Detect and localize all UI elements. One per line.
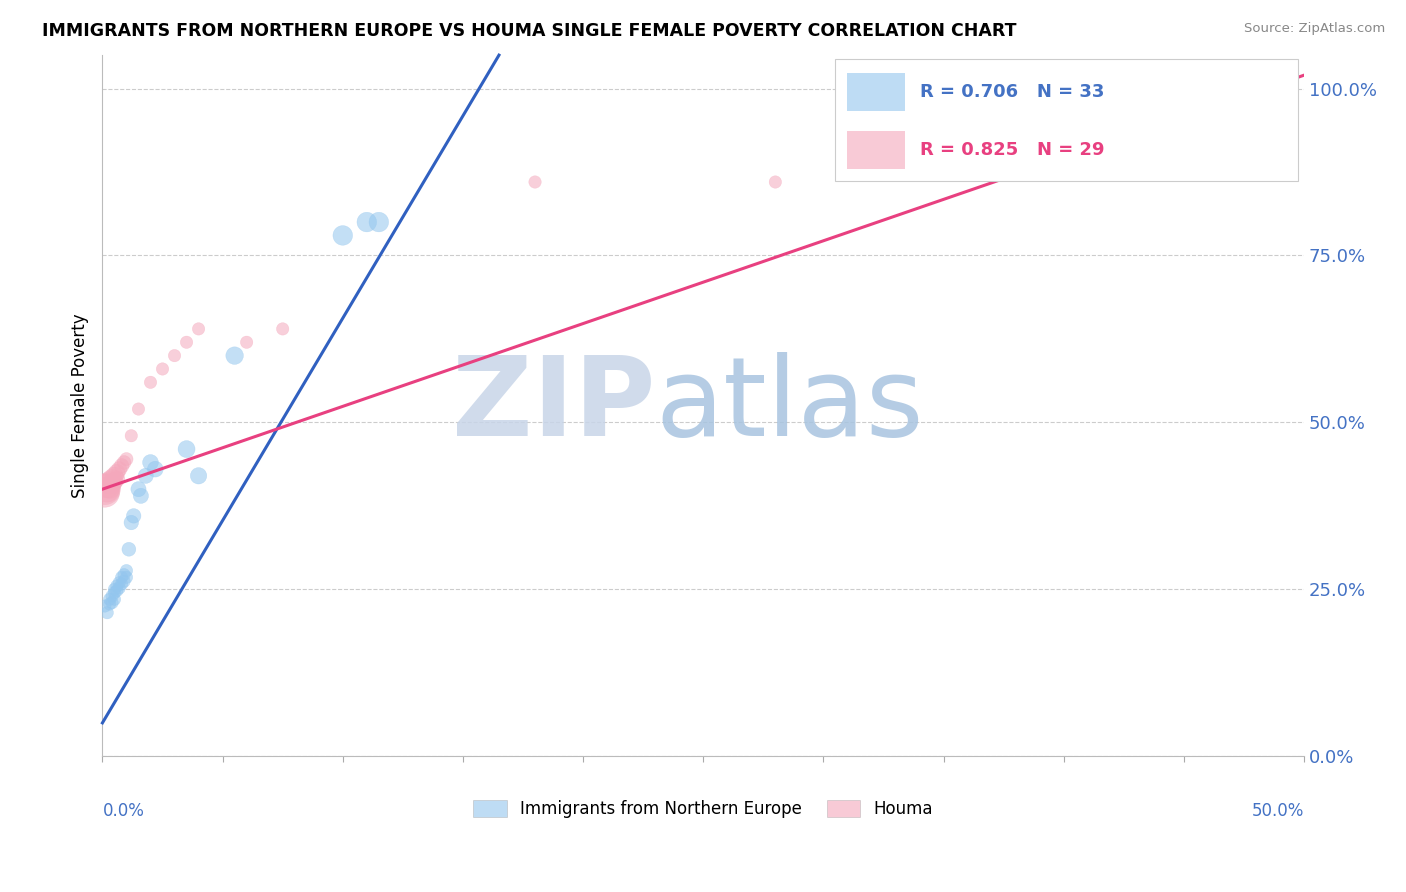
Point: [105, 579, 128, 593]
Point: [115, 570, 138, 584]
Point: [94, 599, 117, 613]
Point: [176, 335, 198, 350]
Point: [129, 489, 152, 503]
Text: R = 0.825   N = 29: R = 0.825 N = 29: [920, 141, 1104, 159]
Point: [235, 335, 257, 350]
Point: [143, 462, 166, 476]
Legend: Immigrants from Northern Europe, Houma: Immigrants from Northern Europe, Houma: [467, 794, 939, 825]
Text: 50.0%: 50.0%: [1251, 802, 1305, 820]
Point: [94, 485, 117, 500]
Point: [108, 575, 131, 590]
Point: [135, 468, 157, 483]
Point: [103, 582, 125, 597]
Point: [139, 455, 162, 469]
Y-axis label: Single Female Poverty: Single Female Poverty: [72, 313, 89, 498]
Point: [524, 175, 547, 189]
Point: [271, 322, 294, 336]
Point: [98, 481, 121, 495]
Point: [367, 215, 389, 229]
Point: [152, 362, 174, 376]
Point: [101, 596, 124, 610]
Point: [163, 349, 186, 363]
Point: [115, 452, 138, 467]
Text: 0.0%: 0.0%: [103, 802, 145, 820]
FancyBboxPatch shape: [848, 72, 905, 112]
Point: [111, 570, 134, 584]
Point: [356, 215, 378, 229]
Text: atlas: atlas: [655, 352, 924, 459]
Point: [101, 476, 124, 491]
Point: [98, 592, 121, 607]
Point: [105, 466, 128, 480]
Point: [112, 574, 135, 589]
Point: [112, 567, 135, 582]
Text: Source: ZipAtlas.com: Source: ZipAtlas.com: [1244, 22, 1385, 36]
Point: [103, 474, 125, 488]
Point: [118, 542, 141, 557]
Point: [176, 442, 198, 456]
Point: [112, 455, 135, 469]
Point: [98, 475, 121, 490]
Point: [98, 597, 121, 611]
Point: [127, 482, 149, 496]
Point: [115, 564, 138, 578]
FancyBboxPatch shape: [835, 59, 1298, 181]
Point: [224, 349, 246, 363]
Point: [763, 175, 786, 189]
Point: [96, 606, 118, 620]
Point: [187, 468, 209, 483]
Point: [127, 402, 149, 417]
Point: [108, 581, 131, 595]
Point: [94, 482, 117, 496]
Point: [105, 583, 128, 598]
Point: [101, 472, 124, 486]
Point: [120, 429, 142, 443]
Point: [111, 458, 134, 473]
FancyBboxPatch shape: [848, 131, 905, 169]
Point: [122, 508, 145, 523]
Point: [96, 483, 118, 498]
Point: [932, 161, 955, 176]
Point: [108, 462, 131, 476]
Point: [101, 589, 124, 603]
Point: [96, 479, 118, 493]
Point: [103, 468, 125, 483]
Point: [120, 516, 142, 530]
Point: [103, 592, 125, 607]
Point: [332, 228, 354, 243]
Point: [139, 376, 162, 390]
Text: IMMIGRANTS FROM NORTHERN EUROPE VS HOUMA SINGLE FEMALE POVERTY CORRELATION CHART: IMMIGRANTS FROM NORTHERN EUROPE VS HOUMA…: [42, 22, 1017, 40]
Point: [111, 577, 134, 591]
Point: [103, 585, 125, 599]
Point: [187, 322, 209, 336]
Text: ZIP: ZIP: [451, 352, 655, 459]
Point: [1004, 135, 1026, 149]
Text: R = 0.706   N = 33: R = 0.706 N = 33: [920, 83, 1104, 102]
Point: [105, 472, 128, 486]
